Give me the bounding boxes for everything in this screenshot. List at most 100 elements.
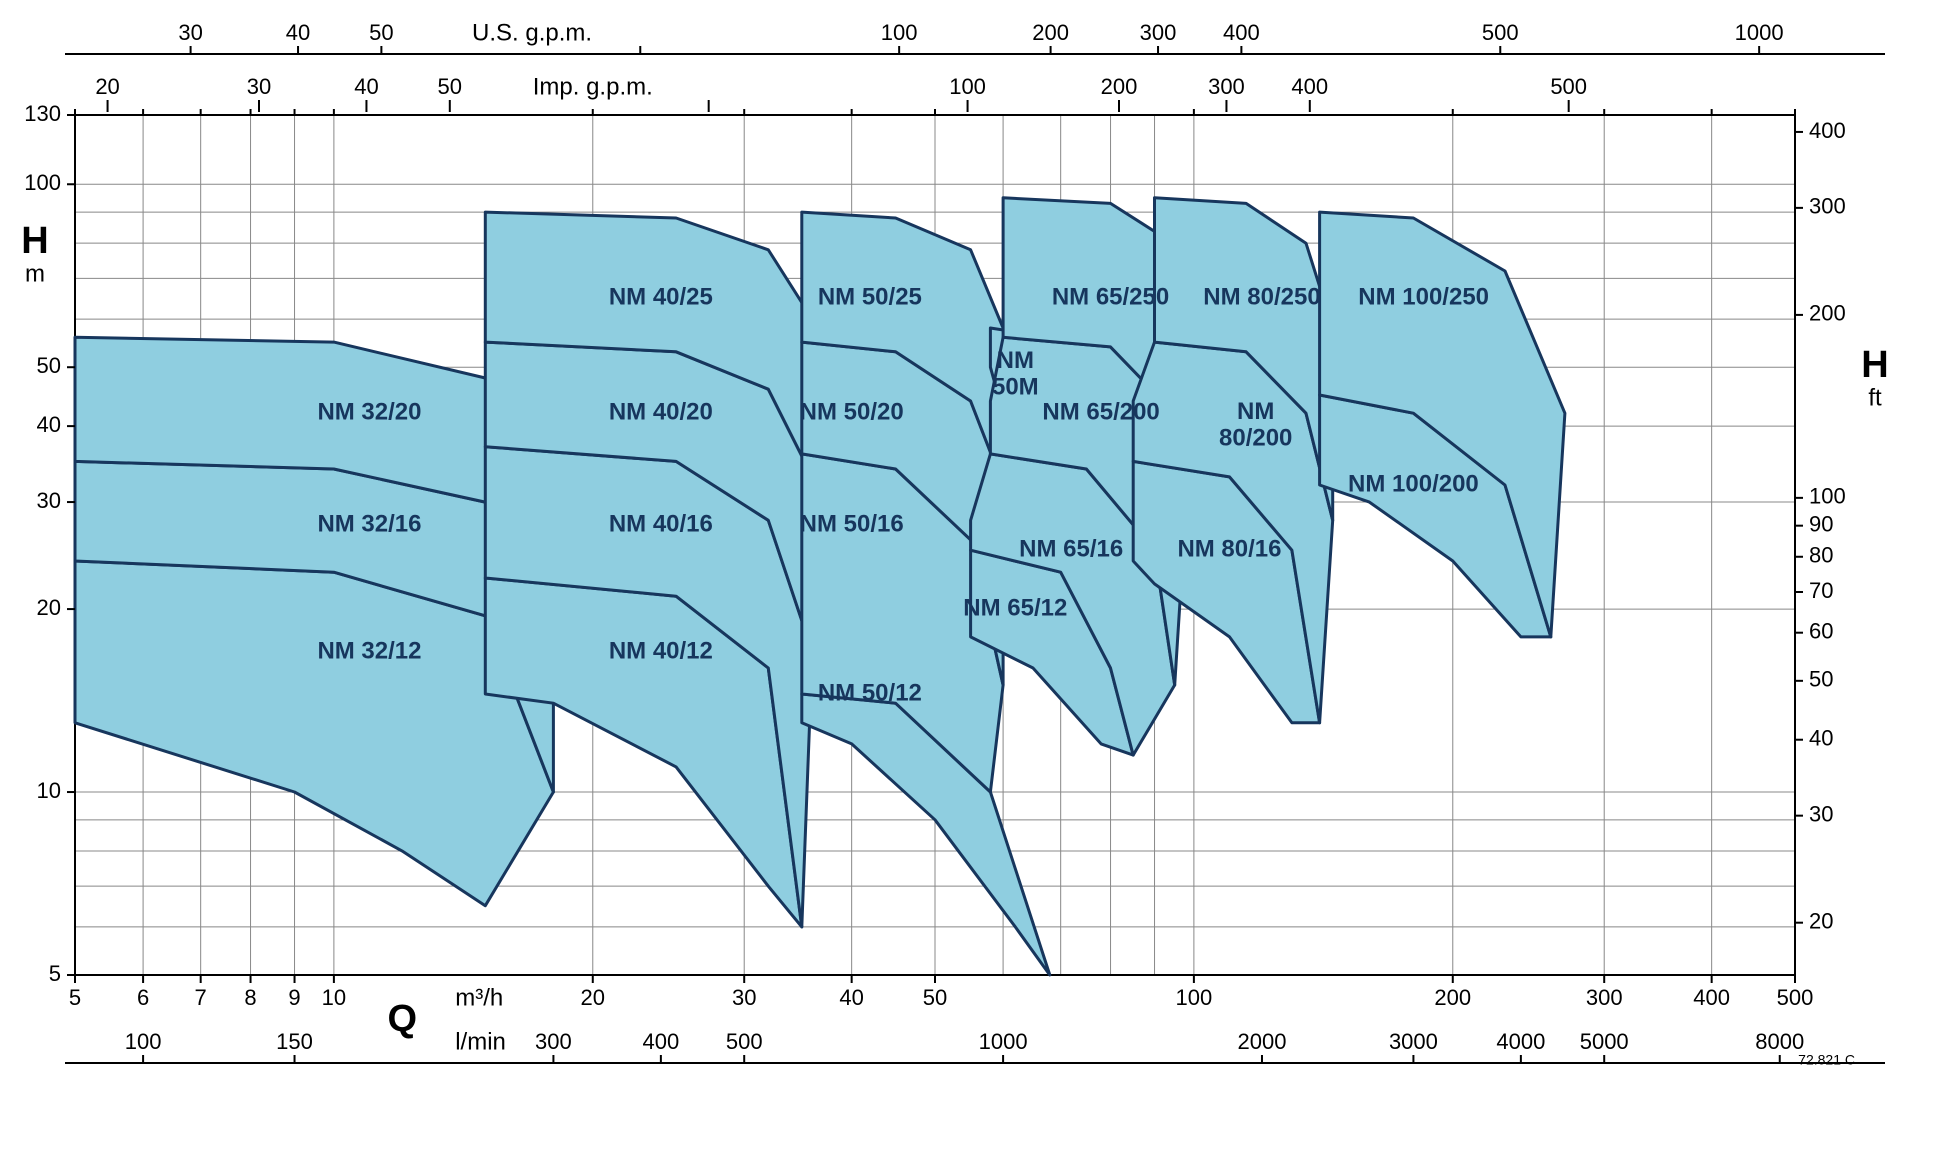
svg-text:10: 10	[37, 778, 61, 803]
svg-text:500: 500	[726, 1029, 763, 1054]
svg-text:60: 60	[1809, 619, 1833, 644]
svg-text:7: 7	[195, 985, 207, 1010]
y-axis-right: 20 30 40 50 60 70 80 90100 200 300 400 Hft	[1795, 118, 1889, 934]
pump-label: NM 50/20	[800, 399, 904, 426]
svg-text:200: 200	[1434, 985, 1471, 1010]
svg-text:100: 100	[1176, 985, 1213, 1010]
pump-label: NM 65/200	[1042, 399, 1159, 426]
svg-text:300: 300	[1208, 74, 1245, 99]
pump-label: NM 80/16	[1177, 536, 1281, 563]
svg-text:400: 400	[1223, 20, 1260, 45]
svg-text:6: 6	[137, 985, 149, 1010]
pump-label: NM 100/250	[1358, 283, 1489, 310]
svg-text:5: 5	[49, 961, 61, 986]
svg-text:20: 20	[581, 985, 605, 1010]
svg-text:200: 200	[1809, 301, 1846, 326]
svg-text:20: 20	[1809, 908, 1833, 933]
pump-label: NM 50/25	[818, 283, 922, 310]
svg-text:2000: 2000	[1238, 1029, 1287, 1054]
svg-text:200: 200	[1032, 20, 1069, 45]
svg-text:40: 40	[839, 985, 863, 1010]
pump-label: NM 80/250	[1203, 283, 1320, 310]
svg-text:1000: 1000	[1735, 20, 1784, 45]
svg-text:20: 20	[37, 595, 61, 620]
pump-selection-chart: NM 32/12 NM 32/16 NM 32/20 NM 40/12 NM 40/16…	[0, 0, 1950, 1163]
pump-label: NM 32/12	[317, 637, 421, 664]
svg-text:5: 5	[69, 985, 81, 1010]
svg-text:30: 30	[178, 20, 202, 45]
svg-text:500: 500	[1550, 74, 1587, 99]
svg-text:100: 100	[949, 74, 986, 99]
svg-text:100: 100	[24, 170, 61, 195]
svg-text:40: 40	[37, 412, 61, 437]
svg-text:50: 50	[923, 985, 947, 1010]
svg-text:4000: 4000	[1496, 1029, 1545, 1054]
svg-text:10: 10	[322, 985, 346, 1010]
q-label: Q	[387, 998, 417, 1040]
svg-text:30: 30	[1809, 801, 1833, 826]
svg-text:8: 8	[244, 985, 256, 1010]
unit-lmin: l/min	[455, 1028, 506, 1055]
pump-label: NM 65/12	[963, 594, 1067, 621]
pump-label: NM 40/16	[609, 510, 713, 537]
svg-text:400: 400	[1809, 118, 1846, 143]
svg-text:90: 90	[1809, 511, 1833, 536]
svg-text:400: 400	[1291, 74, 1328, 99]
svg-text:200: 200	[1101, 74, 1138, 99]
svg-text:400: 400	[1693, 985, 1730, 1010]
svg-text:5000: 5000	[1580, 1029, 1629, 1054]
pump-label: NM50M	[992, 347, 1039, 400]
x-axis-impgpm: 20 30 40 50 100 200 300 400 500 Imp. g.p.m.	[95, 73, 1587, 112]
svg-text:30: 30	[247, 74, 271, 99]
svg-text:300: 300	[1140, 20, 1177, 45]
svg-text:80: 80	[1809, 543, 1833, 568]
x-axis-usgpm: 30 40 50 100 200 300 400 500 1000 U.S. g.p.m.	[178, 19, 1783, 54]
svg-text:30: 30	[37, 488, 61, 513]
svg-text:100: 100	[881, 20, 918, 45]
unit-usgpm: U.S. g.p.m.	[472, 19, 592, 46]
y-right-title: H	[1861, 344, 1888, 386]
svg-text:30: 30	[732, 985, 756, 1010]
svg-text:3000: 3000	[1389, 1029, 1438, 1054]
y-axis-left: 5 10 20 30 40 50 100 130 Hm	[21, 101, 75, 986]
pump-label: NM 50/16	[800, 510, 904, 537]
pump-label: NM 50/12	[818, 679, 922, 706]
x-axis-bottom: 5 6 7 8 9 10 20 30 40 50 100 200 300 400 500 100 150 300 4…	[65, 975, 1885, 1063]
footnote: 72.821 C	[1798, 1052, 1855, 1068]
svg-text:40: 40	[354, 74, 378, 99]
pump-label: NM 32/16	[317, 510, 421, 537]
pump-label: NM 40/25	[609, 283, 713, 310]
svg-text:70: 70	[1809, 578, 1833, 603]
svg-text:100: 100	[125, 1029, 162, 1054]
svg-text:130: 130	[24, 101, 61, 126]
svg-text:150: 150	[276, 1029, 313, 1054]
svg-text:1000: 1000	[979, 1029, 1028, 1054]
pump-label: NM 65/250	[1052, 283, 1169, 310]
svg-text:40: 40	[1809, 726, 1833, 751]
svg-text:400: 400	[643, 1029, 680, 1054]
pump-label: NM 40/12	[609, 637, 713, 664]
unit-impgpm: Imp. g.p.m.	[533, 73, 653, 100]
y-left-unit: m	[25, 260, 45, 287]
svg-text:100: 100	[1809, 484, 1846, 509]
svg-text:300: 300	[535, 1029, 572, 1054]
pump-regions: NM 32/12 NM 32/16 NM 32/20 NM 40/12 NM 40/16…	[75, 198, 1565, 975]
svg-text:20: 20	[95, 74, 119, 99]
y-right-unit: ft	[1868, 385, 1882, 412]
pump-label: NM 32/20	[317, 399, 421, 426]
unit-m3h: m³/h	[455, 984, 503, 1011]
svg-text:50: 50	[1809, 667, 1833, 692]
svg-text:300: 300	[1809, 194, 1846, 219]
svg-text:9: 9	[288, 985, 300, 1010]
svg-text:50: 50	[438, 74, 462, 99]
svg-text:500: 500	[1482, 20, 1519, 45]
pump-region	[802, 694, 1050, 975]
pump-label: NM 65/16	[1019, 536, 1123, 563]
pump-label: NM 40/20	[609, 399, 713, 426]
pump-label: NM 100/200	[1348, 470, 1479, 497]
svg-text:50: 50	[37, 353, 61, 378]
svg-text:300: 300	[1586, 985, 1623, 1010]
svg-text:40: 40	[286, 20, 310, 45]
svg-text:50: 50	[369, 20, 393, 45]
y-left-title: H	[21, 220, 48, 262]
